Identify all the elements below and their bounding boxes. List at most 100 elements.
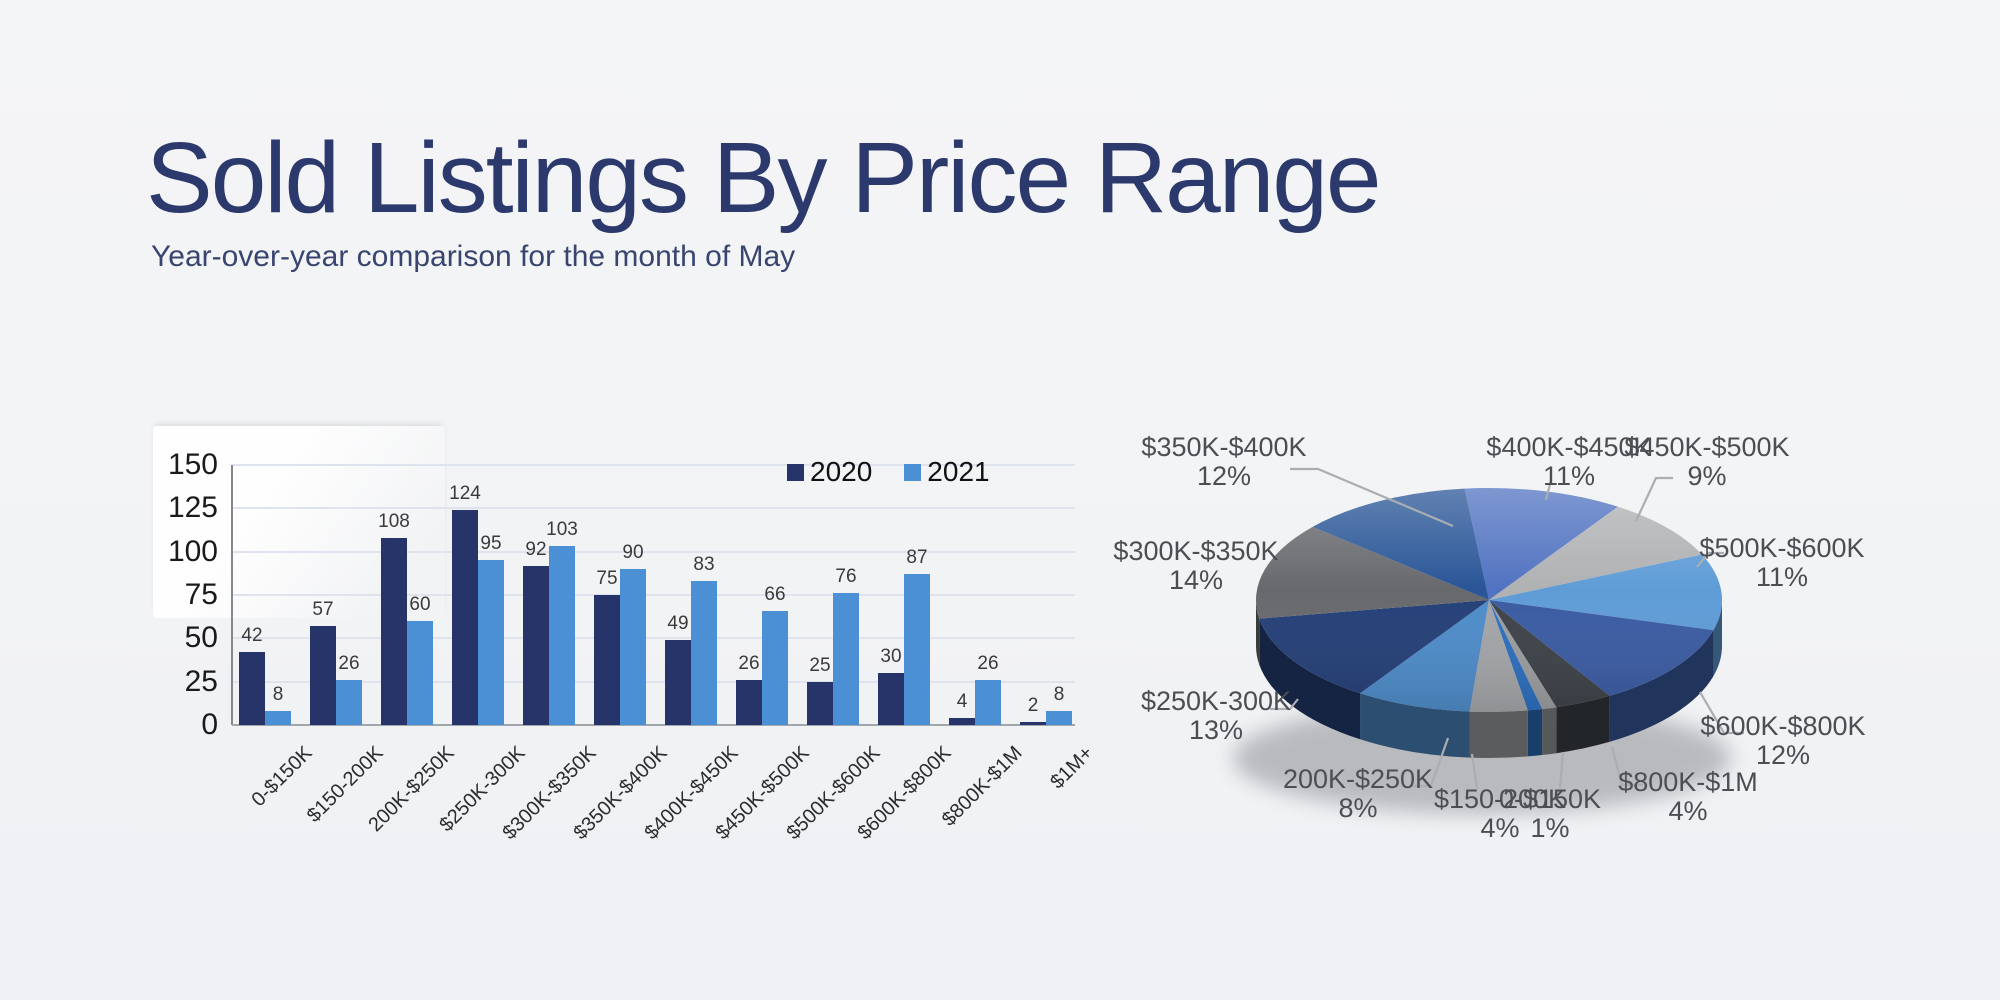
pie-slice-$600K-$800K: [1489, 600, 1714, 696]
bar-2020-0-$150K: [239, 652, 265, 725]
pie-label-percent: 11%: [1755, 562, 1809, 592]
bar-2020-$450K-$500K: [736, 679, 762, 725]
bar-2021-$300K-$350K: [549, 546, 575, 725]
bar-2020-200K-$250K: [381, 537, 407, 725]
pie-label-category: $800K-$1M: [1618, 767, 1758, 797]
bar-value-label: 66: [764, 583, 786, 605]
bar-2020-$800K-$1M: [949, 718, 975, 725]
x-axis-tick-label: 200K-$250K: [364, 742, 459, 837]
pie-slice-$400K-$450K: [1464, 488, 1618, 600]
x-axis-tick-label: 0-$150K: [247, 742, 317, 812]
gridline-75: [232, 594, 1075, 596]
pie-slice-$150-200K: [1469, 600, 1528, 713]
bar-value-label: 75: [596, 568, 618, 589]
bar-value-label: 42: [241, 625, 263, 647]
pie-slice-$250K-300K: [1259, 600, 1489, 694]
bar-2021-$500K-$600K: [833, 593, 859, 725]
page-subtitle: Year-over-year comparison for the month …: [151, 240, 796, 273]
gridline-100: [232, 550, 1075, 553]
legend-label-2020: 2020: [810, 456, 873, 487]
pie-label-category: 0-$150K: [1498, 784, 1602, 814]
pie-label-$600K-$800K: $600K-$800K 12%: [1633, 712, 1933, 770]
pie-label-percent: 12%: [1196, 461, 1252, 491]
pie-rim-$150-200K: [1469, 710, 1528, 759]
bar-value-label: 26: [738, 652, 760, 674]
gridline-150: [232, 464, 1075, 466]
pie-rim-200K-$250K: [1360, 693, 1470, 758]
bar-value-label: 25: [809, 654, 831, 676]
pie-label-percent: 4%: [1480, 813, 1520, 843]
bar-2021-$600K-$800K: [904, 574, 930, 725]
pie-label-0-$150K: 0-$150K 1%: [1400, 785, 1700, 843]
bar-2020-$350K-$400K: [594, 595, 620, 725]
gridline-125: [232, 507, 1075, 510]
x-axis-tick-label: $300K-$350K: [498, 742, 601, 845]
x-axis-tick-label: $500K-$600K: [782, 742, 885, 845]
x-axis-tick-label: $400K-$450K: [640, 742, 743, 845]
pie-label-category: $600K-$800K: [1700, 711, 1866, 741]
pie-label-category: $150-200K: [1433, 784, 1567, 814]
chart-legend: 2020 2021: [787, 458, 1008, 486]
pie-label-percent: 11%: [1542, 461, 1596, 491]
gridline-50: [232, 637, 1075, 640]
pie-label-percent: 12%: [1755, 740, 1811, 770]
x-axis-tick-label: $800K-$1M: [937, 742, 1027, 831]
pie-sheen-overlay: [1256, 488, 1722, 712]
bar-value-label: 83: [693, 554, 715, 576]
bar-2021-$1M+: [1046, 711, 1072, 725]
pie-label-$250K-300K: $250K-300K 13%: [1066, 687, 1366, 745]
y-axis-tick-label: 50: [184, 621, 218, 655]
bar-value-label: 124: [449, 483, 481, 505]
bar-value-label: 95: [480, 533, 502, 555]
y-axis-tick-label: 125: [167, 491, 218, 525]
bar-value-label: 60: [409, 594, 431, 615]
y-axis-tick-label: 0: [201, 708, 218, 741]
bar-2020-$500K-$600K: [807, 681, 833, 725]
bar-value-label: 4: [956, 691, 968, 713]
bar-value-label: 26: [977, 652, 999, 674]
bar-value-label: 108: [378, 510, 410, 532]
pie-slice-$800K-$1M: [1489, 600, 1610, 708]
pie-slice-$1M+: [1489, 600, 1557, 710]
y-axis-tick-label: 25: [184, 664, 218, 698]
bar-2021-$350K-$400K: [620, 569, 646, 725]
bar-value-label: 8: [272, 684, 284, 706]
pie-label-percent: 14%: [1168, 565, 1224, 595]
bar-2021-200K-$250K: [407, 621, 433, 725]
x-axis-tick-label: $1M+: [1046, 742, 1098, 794]
pie-label-$150-200K: $150-200K 4%: [1350, 785, 1650, 843]
x-axis-tick-label: $450K-$500K: [711, 742, 814, 845]
x-axis-tick-label: $250K-300K: [435, 742, 530, 837]
x-axis-baseline: [232, 724, 1075, 726]
bar-value-label: 87: [906, 547, 928, 569]
bar-2021-0-$150K: [265, 711, 291, 725]
pie-label-category: $450K-$500K: [1624, 432, 1790, 462]
pie-label-category: $300K-$350K: [1113, 536, 1279, 566]
pie-label-$400K-$450K: $400K-$450K 11%: [1419, 433, 1719, 491]
bar-value-label: 49: [667, 613, 689, 635]
pie-label-percent: 4%: [1668, 796, 1708, 826]
pie-label-percent: 1%: [1530, 813, 1570, 843]
y-axis-tick-label: 100: [167, 534, 218, 568]
bar-2021-$800K-$1M: [975, 679, 1001, 725]
bar-2020-$150-200K: [310, 626, 336, 725]
bar-2021-$250K-300K: [478, 560, 504, 725]
pie-rim-$300K-$350K: [1256, 600, 1260, 665]
legend-entry-2020: 2020: [787, 458, 872, 486]
legend-entry-2021: 2021: [904, 456, 990, 487]
bar-2020-$250K-300K: [452, 510, 478, 725]
pie-label-category: $400K-$450K: [1486, 432, 1652, 462]
gridline-25: [232, 680, 1075, 683]
legend-swatch-2020: [787, 463, 804, 481]
y-axis-tick-label: 75: [184, 578, 218, 611]
bar-value-label: 57: [312, 599, 334, 621]
x-axis-tick-label: $350K-$400K: [569, 742, 672, 845]
pie-label-200K-$250K: 200K-$250K 8%: [1208, 765, 1508, 823]
pie-rim-$500K-$600K: [1713, 600, 1722, 677]
pie-label-$800K-$1M: $800K-$1M 4%: [1538, 768, 1838, 826]
bar-value-label: 76: [835, 566, 857, 588]
bar-value-label: 92: [525, 538, 547, 560]
legend-label-2021: 2021: [927, 456, 990, 487]
pie-label-$300K-$350K: $300K-$350K 14%: [1046, 537, 1346, 595]
